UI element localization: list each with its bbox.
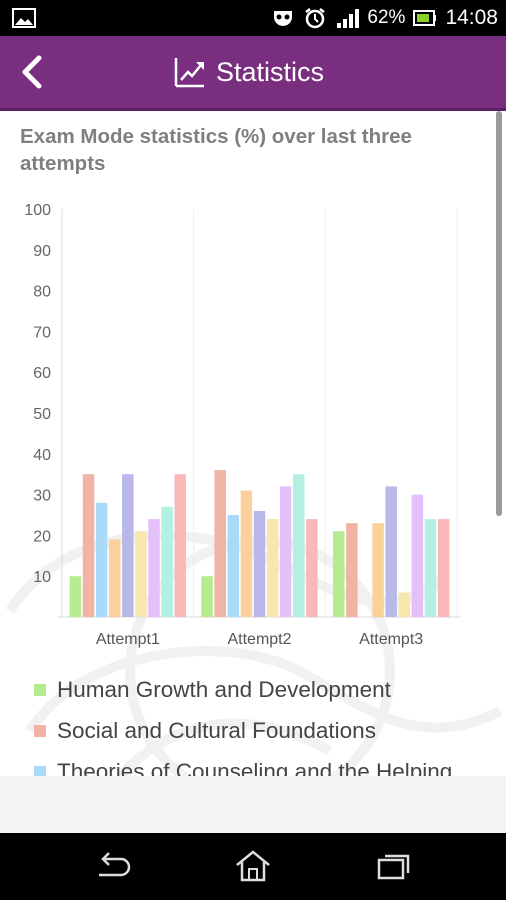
status-bar: 62% 14:08 [0,0,506,36]
bar [293,474,305,617]
back-icon[interactable] [93,849,133,883]
bar [424,519,437,617]
bar [69,576,82,617]
home-icon[interactable] [233,849,273,883]
bar [253,510,266,617]
y-tick-label: 100 [24,202,51,219]
clock: 14:08 [445,6,498,29]
bar [214,470,226,617]
battery-percent: 62% [367,7,406,28]
bar [279,486,292,617]
bar [398,592,411,617]
x-tick-label: Attempt2 [227,631,291,648]
y-tick-label: 10 [33,569,51,586]
chart-title: Exam Mode statistics (%) over last three… [20,125,412,175]
bar [411,494,424,617]
image-icon [12,8,36,28]
alarm-icon [305,8,326,29]
bar [437,519,450,617]
trending-up-icon [174,58,204,88]
x-tick-label: Attempt1 [96,631,160,648]
bar [95,502,108,617]
legend-swatch [34,724,46,737]
bar [82,474,95,617]
legend-label: Human Growth and Development [57,676,391,702]
bar [306,519,318,617]
bar [385,486,397,617]
bar [174,474,186,617]
battery-icon [413,10,437,26]
legend-item: Theories of Counseling and the Helping [34,751,452,776]
x-tick-label: Attempt3 [359,631,423,648]
bar [161,506,173,617]
bar [135,531,147,617]
bar [108,539,121,617]
y-tick-label: 20 [33,528,51,545]
legend-swatch [34,765,46,776]
legend-label: Social and Cultural Foundations [57,717,376,743]
chart-legend: Human Growth and Development Social and C… [34,669,452,776]
bar [122,474,134,617]
bar [148,519,160,617]
bar [346,523,358,617]
bar [372,523,384,617]
y-tick-label: 40 [33,447,51,464]
statistics-content[interactable]: Exam Mode statistics (%) over last three… [0,111,506,776]
y-tick-label: 90 [33,243,51,260]
legend-item: Human Growth and Development [34,669,452,710]
y-tick-label: 80 [33,284,51,301]
y-tick-label: 70 [33,324,51,341]
y-tick-label: 30 [33,488,51,505]
chevron-left-icon[interactable] [14,50,54,94]
navigation-bar [0,833,506,900]
legend-swatch [34,683,46,696]
y-tick-label: 60 [33,365,51,382]
legend-item: Social and Cultural Foundations [34,710,452,751]
bar [227,515,240,617]
bar [333,531,345,617]
bar [240,490,253,617]
app-bar: Statistics [0,36,506,108]
y-tick-label: 50 [33,406,51,423]
page-title: Statistics [216,56,325,87]
legend-label: Theories of Counseling and the Helping [57,758,453,777]
bar [201,576,213,617]
voicemail-icon [274,11,293,26]
app-title: Statistics [174,50,324,94]
bar-chart: 10 20 30 40 50 60 70 80 90 100 Attempt1 Attempt2 Att… [24,202,461,648]
bar [266,519,279,617]
scrollbar[interactable] [496,111,502,516]
bottom-area [0,776,506,833]
recent-apps-icon[interactable] [374,849,414,883]
signal-icon [337,9,360,28]
